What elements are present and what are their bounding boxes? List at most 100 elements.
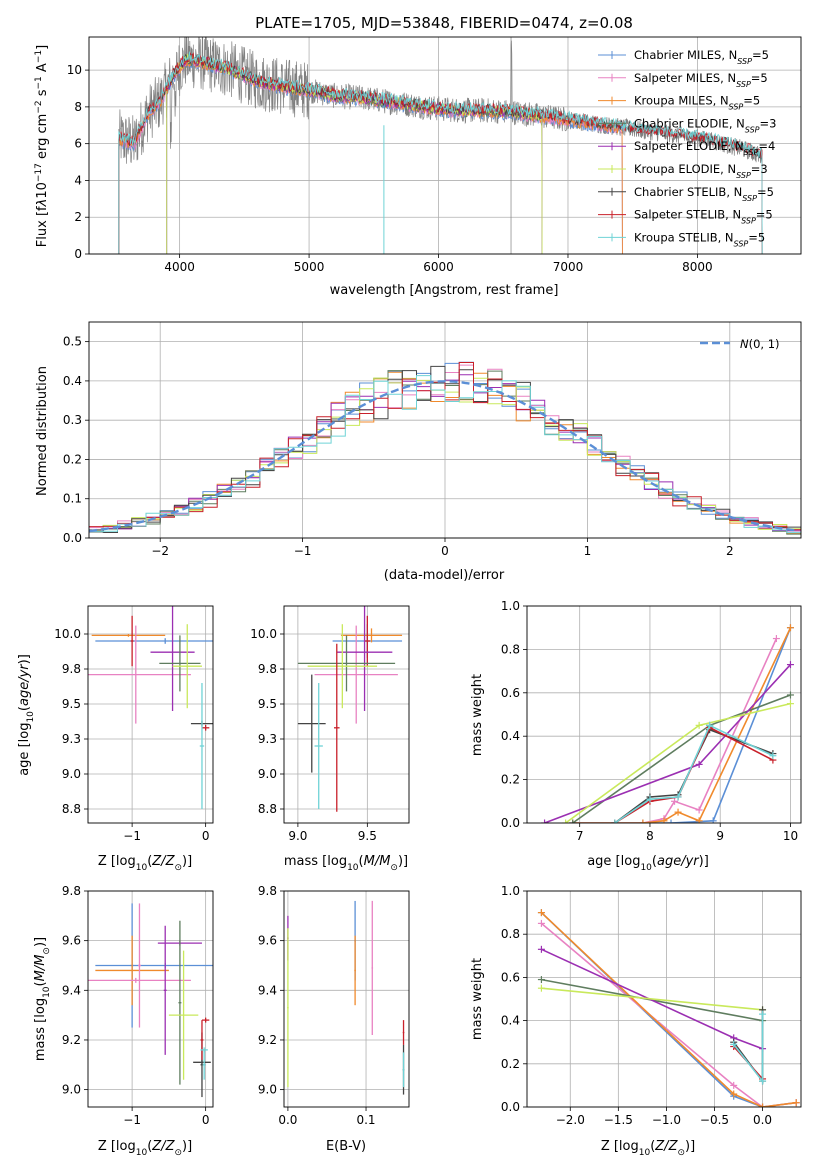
mass-vs-ebv-axes: 0.0 0.1 9.0 9.2 9.4 9.6 9.8	[258, 884, 409, 1127]
mass-vs-Z-points	[88, 903, 213, 1098]
spectrum-legend: Chabrier MILES, NSSP=5 Salpeter MILES, NS…	[598, 48, 776, 248]
residuals-ytick-label: 0.3	[63, 413, 82, 427]
age-vs-Z-ytick-label: 9.5	[62, 697, 81, 711]
residuals-ytick-label: 0.5	[63, 335, 82, 349]
residuals-legend: N(0, 1)	[700, 337, 780, 351]
spectrum-ytick-label: 8	[74, 100, 82, 114]
residuals-ylabel: Normed distribution	[35, 366, 50, 496]
model-kroupa-stelib	[118, 51, 763, 254]
legend-label: Kroupa STELIB, NSSP=5	[634, 230, 765, 248]
weight-vs-age-xtick-label: 7	[576, 829, 584, 843]
weight-vs-age-ylabel: mass weight	[470, 674, 485, 756]
weight-vs-age-ytick-label: 0.8	[501, 642, 520, 656]
weight-vs-Z-xtick-label: −0.5	[700, 1113, 729, 1127]
weight-vs-Z-ylabel: mass weight	[470, 958, 485, 1040]
mass-vs-Z-xtick-label: −1	[123, 1113, 141, 1127]
spectrum-xtick-label: 7000	[553, 260, 584, 274]
weight-line-kroupa-miles	[540, 912, 797, 1107]
weight-line-kroupa-elodie	[565, 702, 791, 823]
weight-vs-age-ytick-label: 0.6	[501, 686, 520, 700]
age-vs-mass-ytick-label: 10.0	[250, 627, 277, 641]
residuals-axes: −2 −1 0 1 2 0.0 0.1 0.2 0.3 0.4 0.5	[63, 322, 801, 558]
mass-vs-Z-ytick-label: 9.8	[62, 884, 81, 898]
weight-vs-age-xtick-label: 10	[783, 829, 798, 843]
mass-vs-ebv-ytick-label: 9.2	[258, 1033, 277, 1047]
age-vs-mass-xtick-label: 9.0	[288, 829, 307, 843]
spectrum-ytick-label: 0	[74, 247, 82, 261]
mass-vs-ebv-frame	[283, 890, 410, 1108]
weight-vs-Z-xlabel: Z [log10(Z/Z⊙)]	[601, 1139, 695, 1158]
age-vs-mass-xlabel: mass [log10(M/M⊙)]	[284, 854, 408, 873]
weight-vs-age-frame	[526, 605, 802, 824]
legend-label: Salpeter MILES, NSSP=5	[634, 71, 768, 89]
weight-vs-age-ytick-label: 0.2	[501, 773, 520, 787]
age-vs-mass-ytick-label: 9.0	[258, 767, 277, 781]
age-vs-mass-xtick-label: 9.5	[358, 829, 377, 843]
mass-vs-Z-xtick-label: 0	[202, 1113, 210, 1127]
mass-vs-Z-frame	[87, 890, 214, 1108]
model-salpeter-miles	[118, 57, 623, 254]
residuals-ytick-label: 0.0	[63, 531, 82, 545]
mass-vs-Z-xlabel: Z [log10(Z/Z⊙)]	[98, 1139, 192, 1158]
weight-line-salpeter-miles	[572, 638, 778, 823]
weight-vs-Z-ytick-label: 0.8	[501, 927, 520, 941]
residuals-xtick-label: 1	[584, 544, 592, 558]
age-vs-mass-points	[297, 606, 403, 812]
spectrum-xtick-label: 6000	[423, 260, 454, 274]
legend-label: Salpeter STELIB, NSSP=5	[634, 208, 773, 226]
weight-vs-age-axes: 7 8 9 10 0.0 0.2 0.4 0.6 0.8 1.0	[501, 599, 801, 843]
weight-line-salpeter-miles	[540, 922, 797, 1107]
spectrum-title: PLATE=1705, MJD=53848, FIBERID=0474, z=0…	[255, 14, 633, 32]
residuals-xlabel: (data-model)/error	[384, 568, 505, 583]
weight-vs-Z-ytick-label: 1.0	[501, 884, 520, 898]
spectrum-ytick-label: 6	[74, 137, 82, 151]
mass-vs-ebv-xlabel: E(B-V)	[326, 1139, 366, 1154]
legend-label: N(0, 1)	[740, 337, 780, 351]
weight-vs-Z-xtick-label: 0.0	[753, 1113, 772, 1127]
weight-vs-age-ytick-label: 0.4	[501, 729, 520, 743]
legend-label: Kroupa MILES, NSSP=5	[634, 94, 760, 112]
mass-vs-ebv-ytick-label: 9.6	[258, 934, 277, 948]
residuals-ytick-label: 0.2	[63, 452, 82, 466]
age-vs-Z-frame	[87, 605, 214, 824]
weight-vs-Z-lines	[537, 909, 800, 1107]
model-chabrier-miles	[118, 56, 623, 254]
residuals-xtick-label: 0	[441, 544, 449, 558]
weight-vs-Z-ytick-label: 0.0	[501, 1100, 520, 1114]
age-vs-mass-axes: 9.0 9.5 8.8 9.0 9.3 9.5 9.8 10.0	[250, 606, 409, 843]
mass-vs-Z-ytick-label: 9.4	[62, 983, 81, 997]
age-vs-Z-ylabel: age [log10(age/yr)]	[17, 654, 36, 776]
age-vs-Z-xlabel: Z [log10(Z/Z⊙)]	[98, 854, 192, 873]
spectrum-frame	[88, 36, 802, 255]
residuals-ytick-label: 0.4	[63, 374, 82, 388]
residuals-xtick-label: −2	[151, 544, 169, 558]
age-vs-mass-ytick-label: 9.5	[258, 697, 277, 711]
mass-vs-Z-ytick-label: 9.0	[62, 1083, 81, 1097]
spectrum-ytick-label: 4	[74, 173, 82, 187]
spectrum-xlabel: wavelength [Angstrom, rest frame]	[330, 283, 559, 298]
mass-vs-ebv-ytick-label: 9.0	[258, 1083, 277, 1097]
age-vs-mass-ytick-label: 9.3	[258, 732, 277, 746]
mass-vs-Z-ylabel: mass [log10(M/M⊙)]	[33, 937, 52, 1061]
age-vs-Z-xtick-label: −1	[123, 829, 141, 843]
age-vs-Z-ytick-label: 10.0	[54, 627, 81, 641]
spectrum-ylabel: Flux [fλ10−17 erg cm−2 s−1 A−1]	[34, 45, 50, 247]
legend-label: Kroupa ELODIE, NSSP=3	[634, 162, 768, 180]
legend-label: Chabrier ELODIE, NSSP=3	[634, 116, 776, 133]
weight-vs-age-xlabel: age [log10(age/yr)]	[587, 854, 709, 873]
mass-vs-ebv-points	[287, 900, 405, 1095]
age-vs-Z-ytick-label: 9.3	[62, 732, 81, 746]
model-salpeter-stelib	[118, 52, 763, 254]
mass-vs-ebv-ytick-label: 9.4	[258, 983, 277, 997]
weight-vs-Z-axes: −2.0 −1.5 −1.0 −0.5 0.0 0.0 0.2 0.4 0.6 0.8 1.0	[501, 884, 801, 1127]
age-vs-Z-ytick-label: 9.0	[62, 767, 81, 781]
weight-vs-Z-xtick-label: −1.0	[652, 1113, 681, 1127]
residuals-xtick-label: −1	[294, 544, 312, 558]
weight-vs-Z-xtick-label: −2.0	[556, 1113, 585, 1127]
weight-vs-age-ytick-label: 0.0	[501, 816, 520, 830]
legend-label: Chabrier MILES, NSSP=5	[634, 48, 769, 66]
mass-vs-ebv-ytick-label: 9.8	[258, 884, 277, 898]
age-vs-mass-ytick-label: 8.8	[258, 802, 277, 816]
residuals-xtick-label: 2	[726, 544, 734, 558]
